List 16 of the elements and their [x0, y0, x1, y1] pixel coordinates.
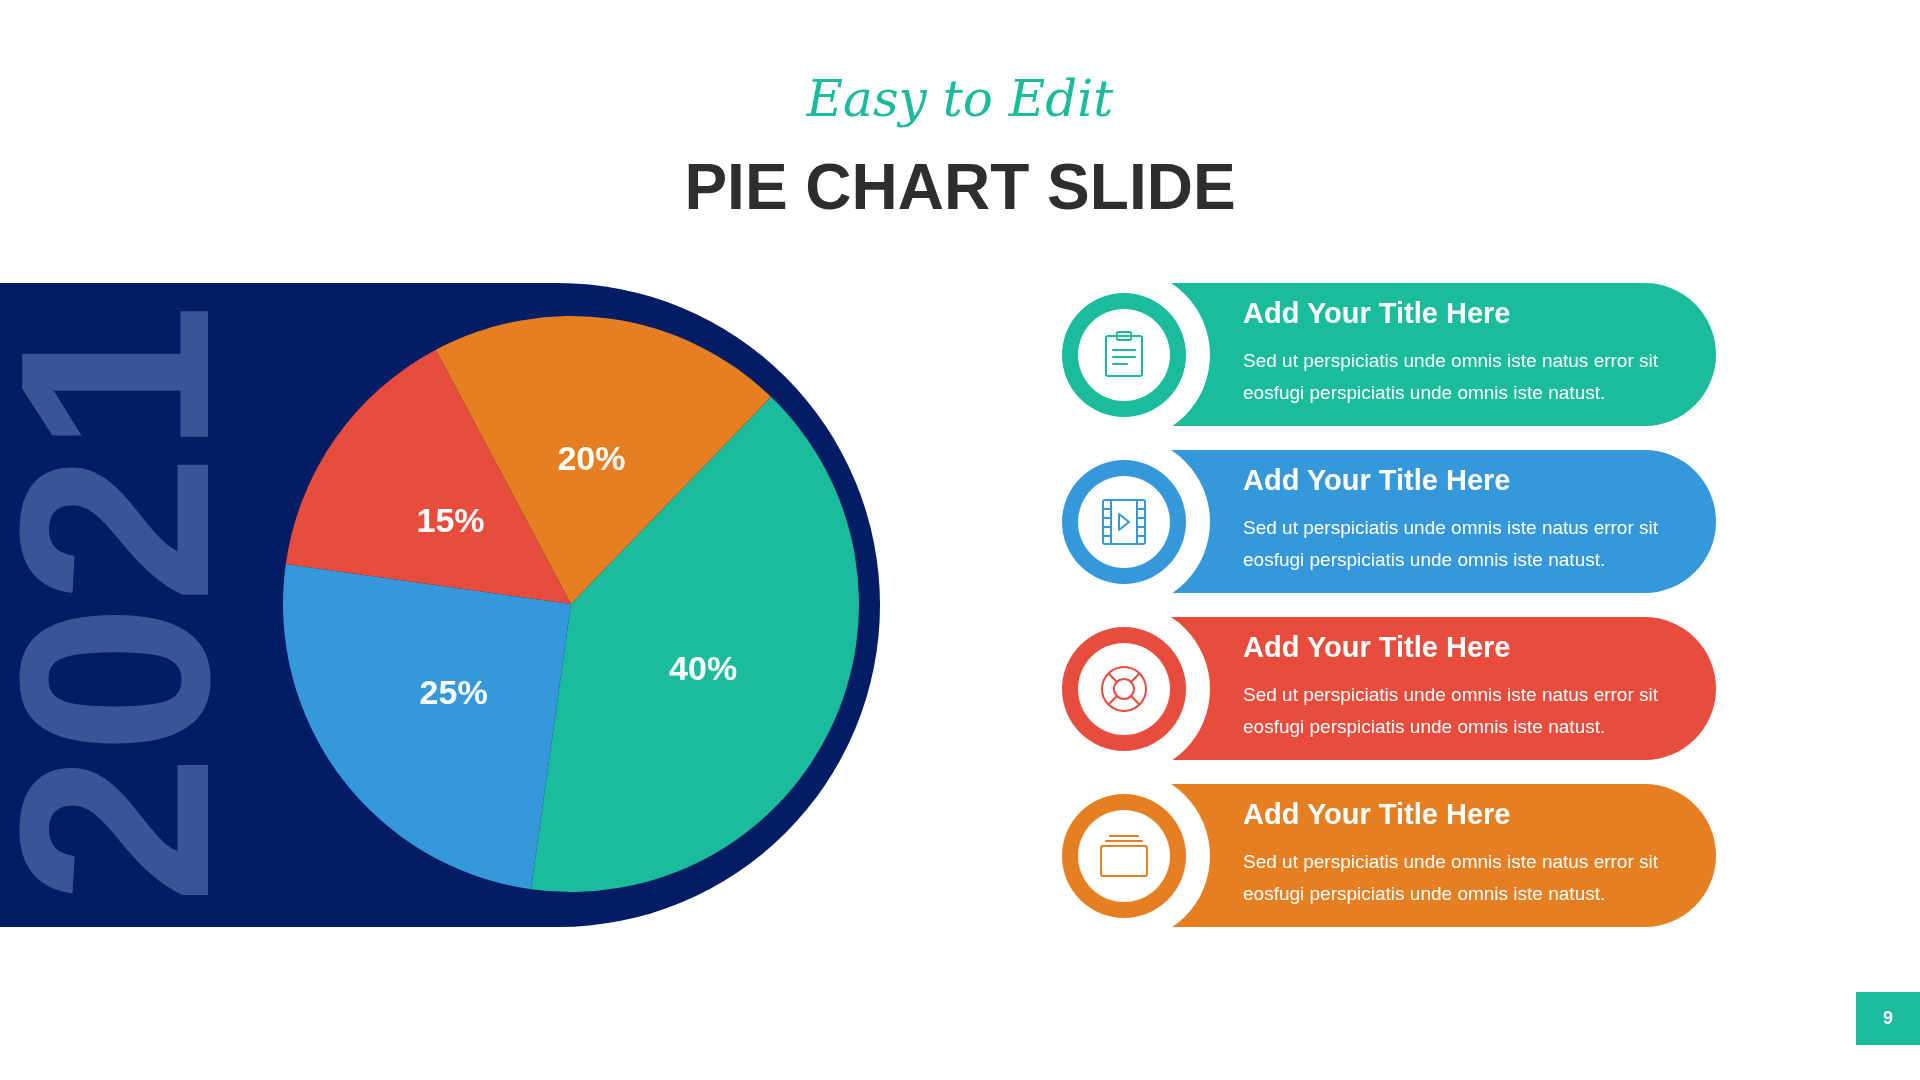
text: Sed ut perspiciatis unde omnis iste natus error sit eosfugi perspiciatis unde omnis iste natust.	[1243, 516, 1660, 572]
text: Add Your Title Here	[1243, 297, 1511, 330]
data-label: 20%	[557, 439, 626, 478]
data-label: 25%	[419, 673, 488, 712]
text: Easy to Edit	[805, 70, 1115, 128]
data-label: 40%	[669, 649, 738, 688]
text: Add Your Title Here	[1243, 798, 1511, 831]
text: Add Your Title Here	[1243, 631, 1511, 664]
text: Sed ut perspiciatis unde omnis iste natus error sit eosfugi perspiciatis unde omnis iste natust.	[1243, 850, 1660, 906]
data-label: 15%	[416, 500, 485, 539]
text: Sed ut perspiciatis unde omnis iste natus error sit eosfugi perspiciatis unde omnis iste natust.	[1243, 349, 1660, 405]
chart-title: PIE CHART SLIDE	[683, 150, 1237, 224]
text: 2021	[0, 303, 265, 905]
text: 9	[1856, 992, 1920, 1045]
text: Add Your Title Here	[1243, 464, 1511, 497]
text: Sed ut perspiciatis unde omnis iste natus error sit eosfugi perspiciatis unde omnis iste natust.	[1243, 683, 1660, 739]
